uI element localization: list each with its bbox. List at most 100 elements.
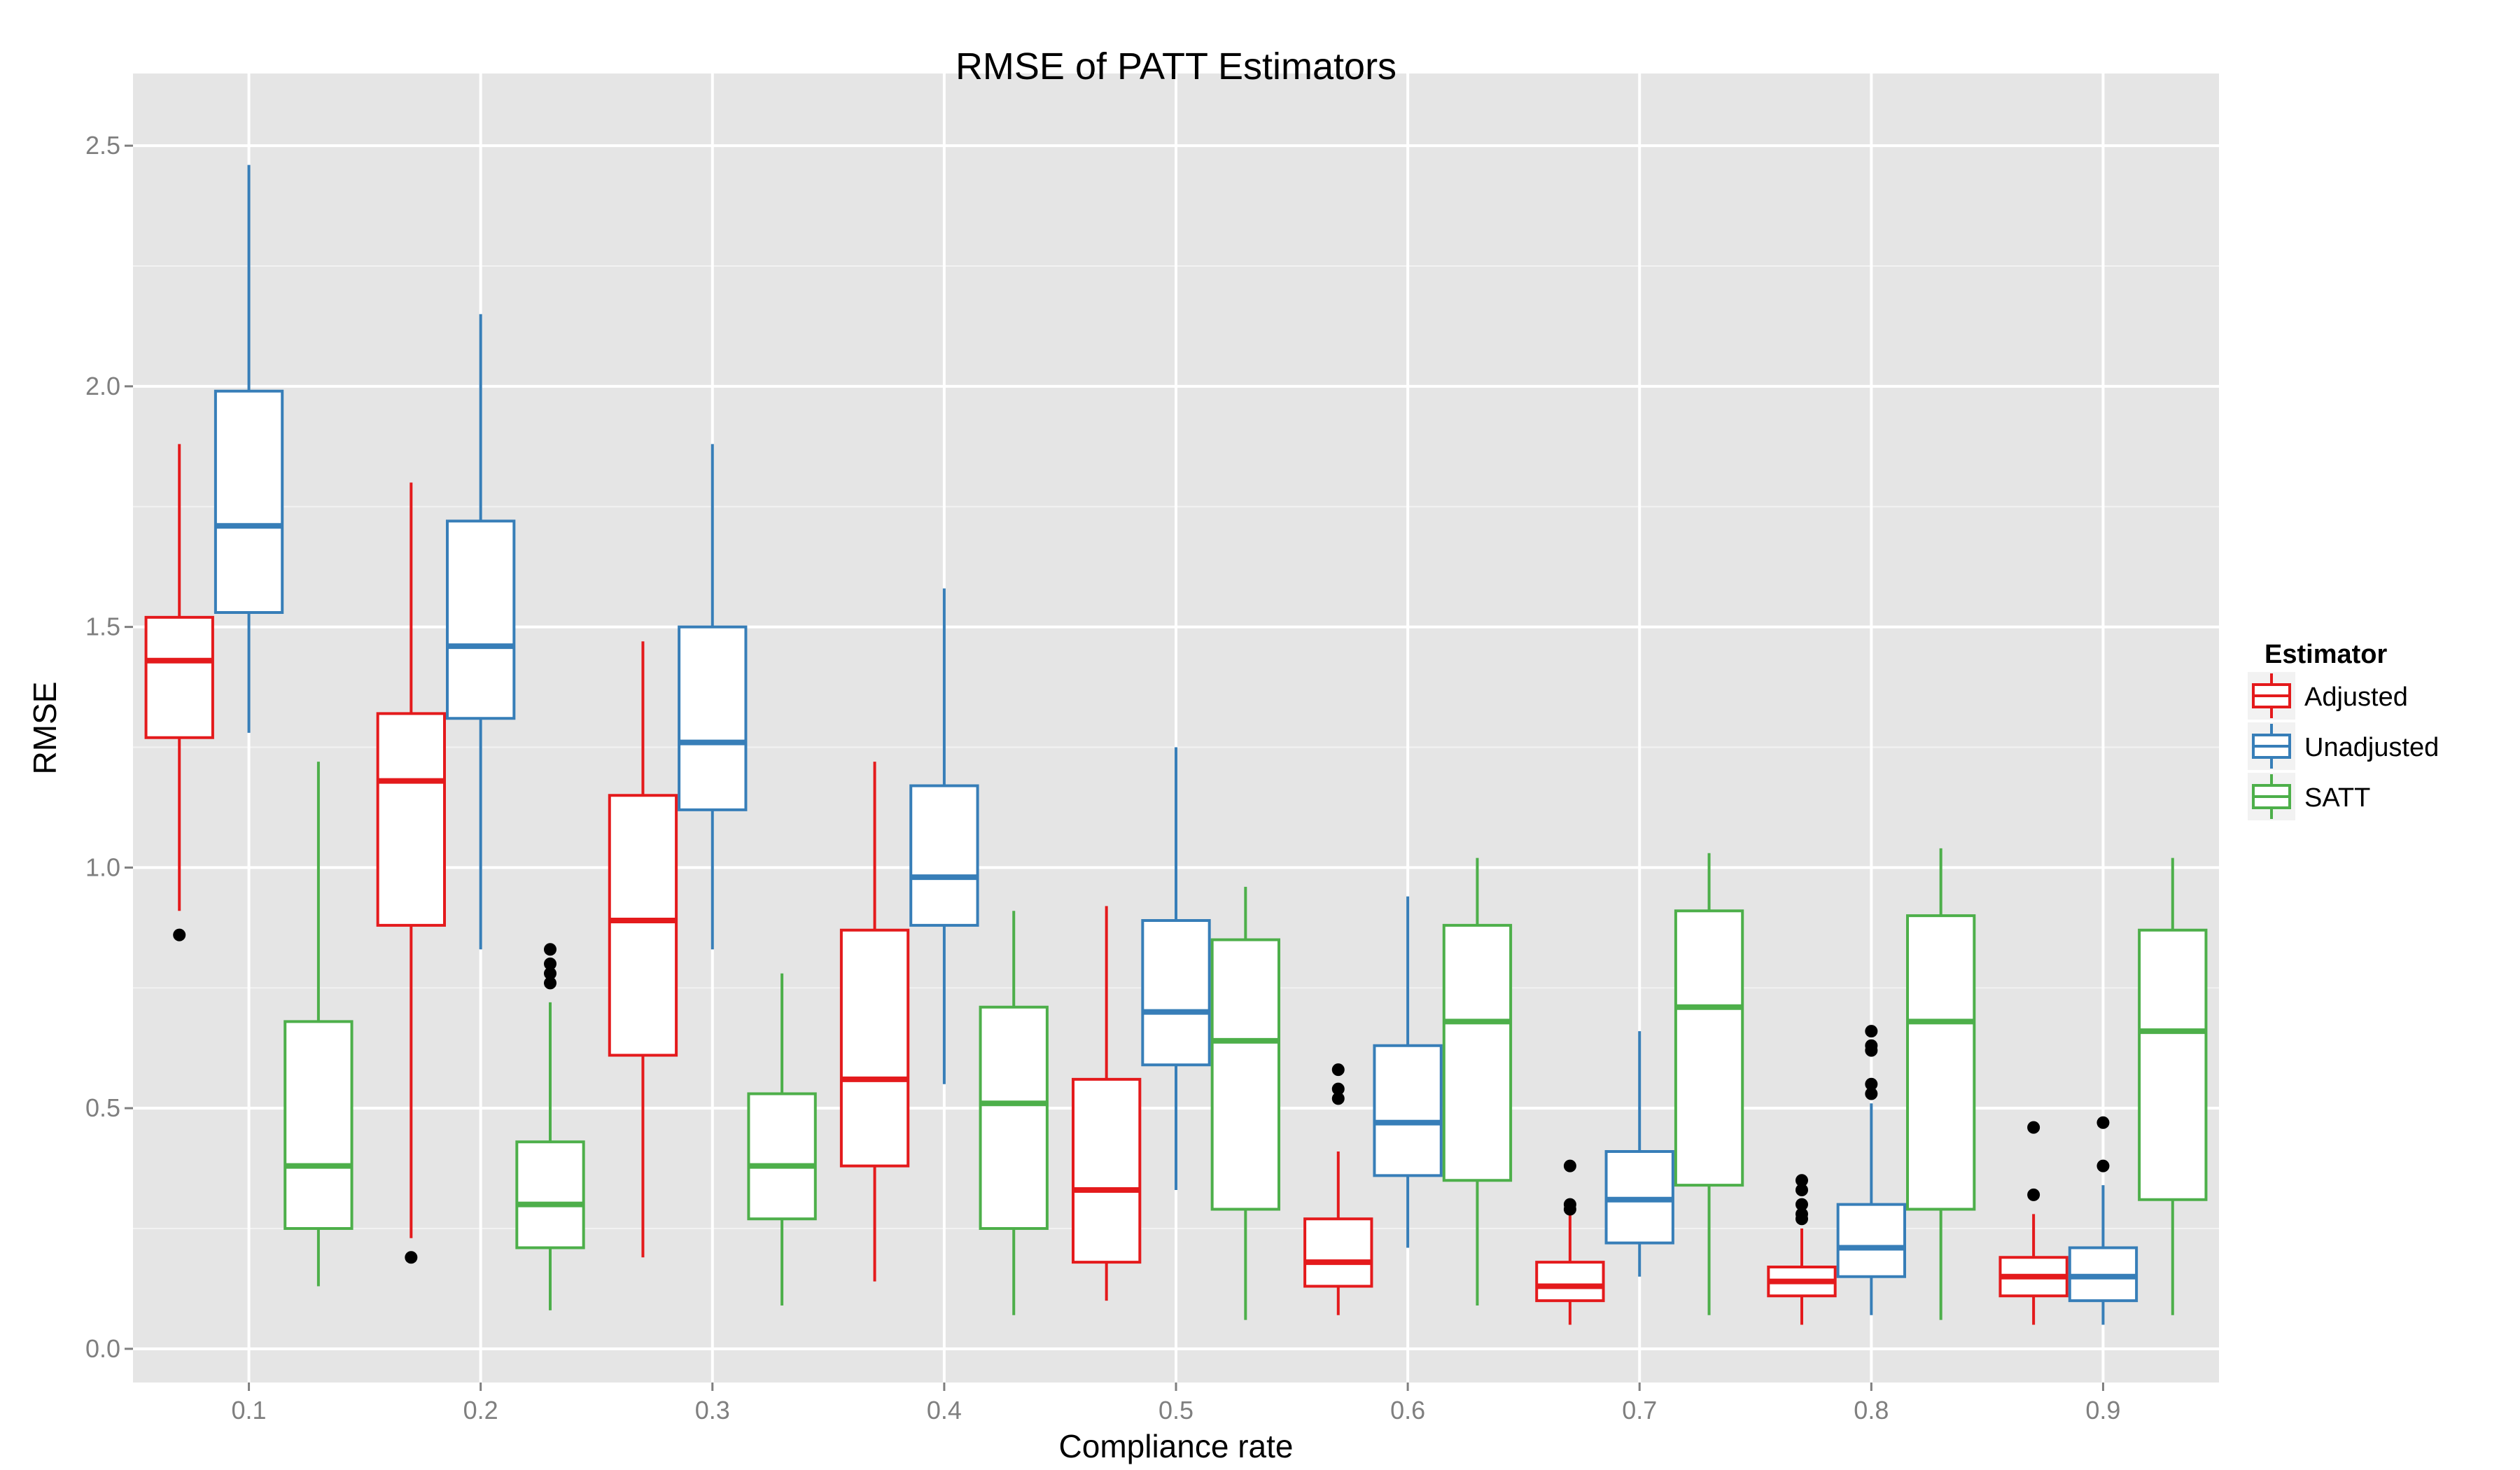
box-satt [2138, 858, 2208, 1315]
box-satt [515, 943, 585, 1310]
legend-item-unadjusted: Unadjusted [2248, 722, 2439, 770]
box-adjusted [1998, 1121, 2068, 1325]
outlier-point [544, 957, 556, 970]
box-satt [979, 911, 1049, 1315]
box-unadjusted [2068, 1116, 2138, 1325]
box-adjusted [1072, 906, 1142, 1301]
outlier-point [1795, 1208, 1808, 1221]
outlier-point [405, 1251, 418, 1264]
box-iqr [1906, 914, 1976, 1211]
box-iqr [839, 928, 910, 1168]
y-tick-label: 2.5 [85, 131, 120, 160]
box-iqr [747, 1092, 817, 1221]
legend-item-satt: SATT [2248, 773, 2370, 820]
chart-title: RMSE of PATT Estimators [955, 46, 1396, 88]
box-adjusted [1767, 1174, 1837, 1325]
box-unadjusted [446, 314, 516, 950]
legend-label: SATT [2304, 783, 2370, 813]
legend-title: Estimator [2264, 640, 2387, 669]
outlier-point [2096, 1116, 2110, 1129]
legend-label: Adjusted [2304, 682, 2408, 712]
legend-label: Unadjusted [2304, 733, 2439, 762]
outlier-point [2096, 1159, 2110, 1172]
x-tick-label: 0.8 [1854, 1396, 1889, 1424]
box-iqr [1141, 919, 1211, 1067]
box-iqr [909, 784, 979, 927]
box-iqr [678, 625, 748, 811]
outlier-point [1795, 1198, 1808, 1211]
box-unadjusted [678, 444, 748, 950]
box-iqr [1535, 1261, 1605, 1303]
box-adjusted [1303, 1063, 1373, 1315]
legend-items: Adjusted Unadjusted SATT [2248, 672, 2439, 820]
x-tick-label: 0.2 [463, 1396, 498, 1424]
outlier-point [1563, 1198, 1576, 1211]
box-satt [284, 762, 354, 1287]
x-axis-title: Compliance rate [1059, 1428, 1294, 1464]
y-tick-label: 0.5 [85, 1093, 120, 1122]
outlier-point [1795, 1184, 1808, 1196]
box-iqr [1836, 1203, 1907, 1278]
box-iqr [284, 1020, 354, 1230]
x-tick-label: 0.7 [1622, 1396, 1657, 1424]
box-iqr [376, 712, 447, 927]
y-tick-label: 0.0 [85, 1334, 120, 1363]
outlier-point [1865, 1039, 1878, 1052]
outlier-point [1331, 1082, 1345, 1096]
box-iqr [979, 1005, 1049, 1230]
box-iqr [1210, 938, 1280, 1211]
outlier-point [1795, 1174, 1808, 1187]
x-tick-label: 0.6 [1390, 1396, 1425, 1424]
outlier-point [1865, 1077, 1878, 1091]
box-iqr [2138, 928, 2208, 1201]
box-satt [1674, 853, 1744, 1315]
box-unadjusted [214, 164, 284, 733]
box-group [144, 164, 2208, 1325]
box-adjusted [1535, 1159, 1605, 1325]
box-iqr [144, 615, 214, 739]
y-tick-label: 2.0 [85, 372, 120, 400]
legend-item-adjusted: Adjusted [2248, 672, 2408, 720]
outlier-point [544, 943, 556, 956]
box-unadjusted [1141, 747, 1211, 1190]
box-unadjusted [1373, 896, 1443, 1248]
box-adjusted [376, 482, 447, 1264]
box-iqr [1303, 1217, 1373, 1288]
box-unadjusted [1604, 1031, 1674, 1277]
box-unadjusted [909, 588, 979, 1084]
box-iqr [608, 794, 678, 1057]
x-tick-label: 0.3 [695, 1396, 730, 1424]
x-tick-label: 0.1 [232, 1396, 267, 1424]
y-tick-label: 1.5 [85, 612, 120, 641]
outlier-point [544, 976, 556, 990]
box-adjusted [839, 762, 910, 1282]
box-adjusted [144, 444, 214, 941]
box-iqr [1373, 1044, 1443, 1177]
box-iqr [214, 389, 284, 614]
outlier-point [1563, 1159, 1576, 1172]
box-satt [747, 973, 817, 1306]
outlier-point [1331, 1063, 1345, 1077]
outlier-point [173, 928, 186, 941]
x-axis-ticks: 0.1 0.2 0.3 0.4 0.5 0.6 0.7 0.8 0.9 [232, 1382, 2120, 1424]
x-tick-label: 0.4 [927, 1396, 962, 1424]
outlier-point [2027, 1121, 2040, 1134]
box-iqr [446, 519, 516, 720]
box-iqr [515, 1140, 585, 1250]
box-satt [1906, 848, 1976, 1320]
box-iqr [1072, 1077, 1142, 1264]
legend: Estimator Adjusted Unadjusted SATT [2248, 640, 2439, 820]
box-iqr [1674, 909, 1744, 1187]
y-axis-ticks: 0.0 0.5 1.0 1.5 2.0 2.5 [85, 131, 133, 1363]
outlier-point [1865, 1025, 1878, 1038]
box-unadjusted [1836, 1025, 1907, 1315]
outlier-point [1865, 1087, 1878, 1100]
x-tick-label: 0.5 [1158, 1396, 1194, 1424]
outlier-point [544, 967, 556, 980]
box-satt [1442, 858, 1513, 1306]
outlier-point [2027, 1188, 2040, 1201]
box-satt [1210, 886, 1280, 1320]
outlier-point [1331, 1092, 1345, 1105]
box-adjusted [608, 641, 678, 1258]
